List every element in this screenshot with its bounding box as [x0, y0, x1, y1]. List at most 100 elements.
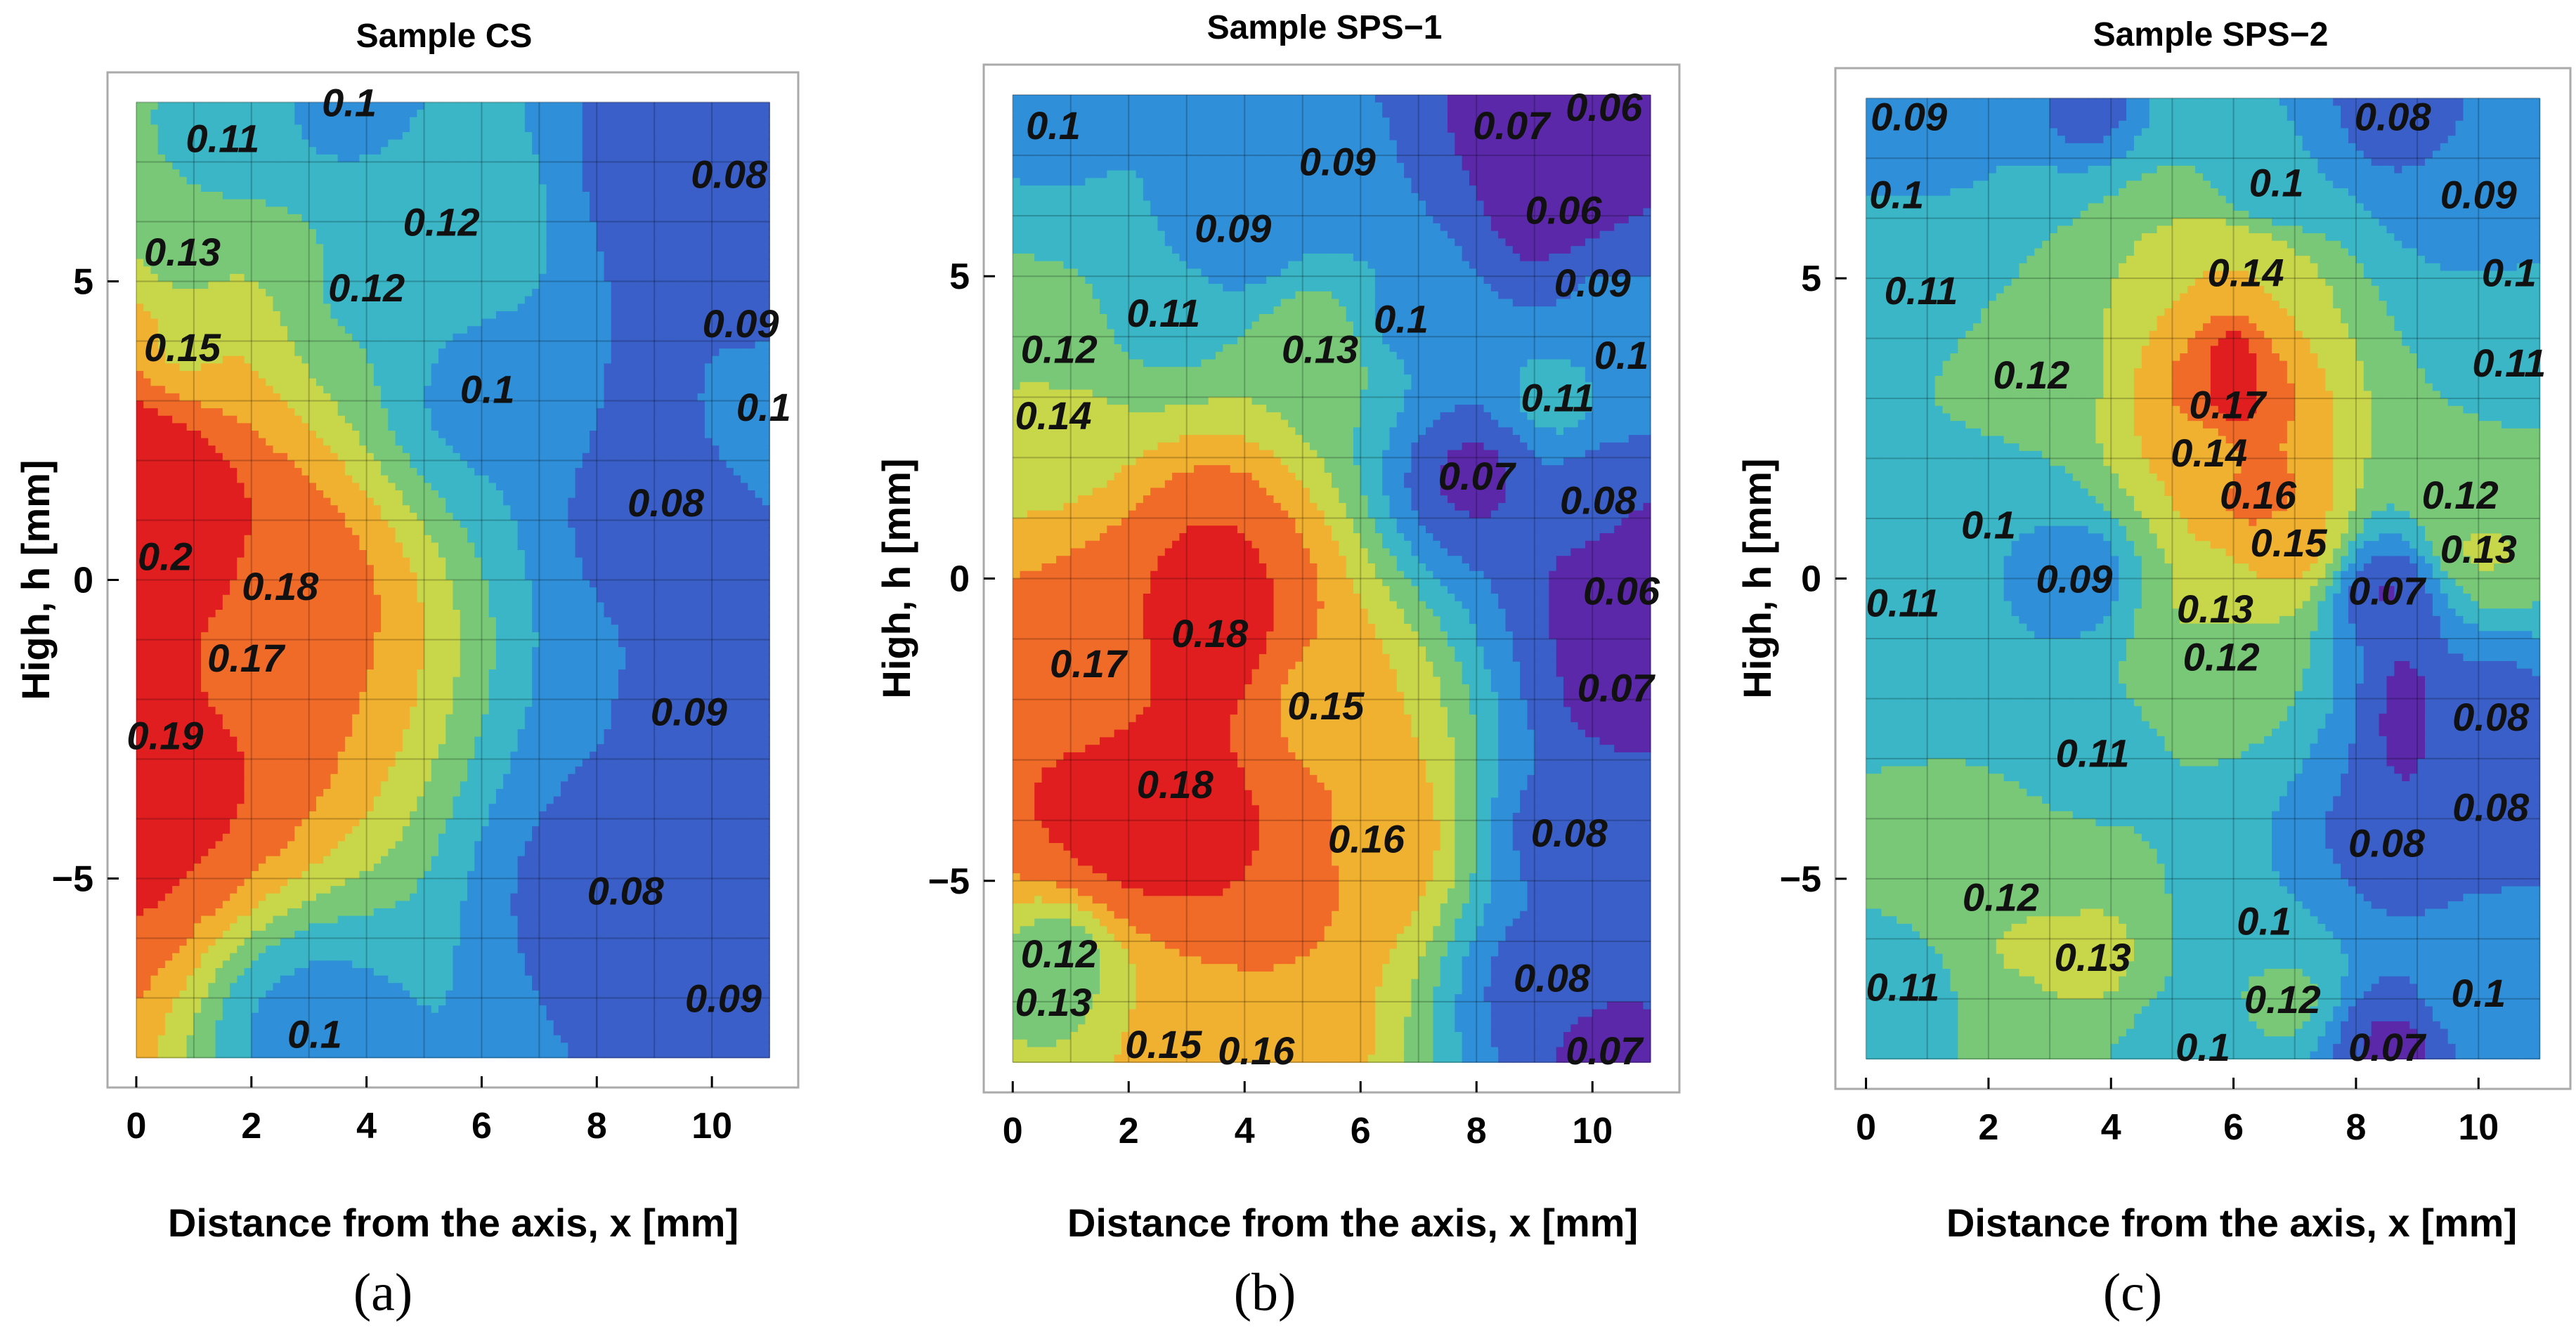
- contour-cell: [136, 804, 144, 812]
- contour-cell: [344, 147, 353, 155]
- contour-cell: [201, 408, 209, 417]
- contour-cell: [193, 445, 202, 454]
- contour-cell: [280, 572, 288, 581]
- contour-cell: [273, 162, 281, 170]
- contour-cell: [157, 960, 166, 969]
- contour-cell: [273, 1043, 281, 1051]
- contour-cell: [237, 901, 245, 909]
- contour-cell: [352, 654, 360, 663]
- contour-cell: [337, 826, 346, 835]
- contour-cell: [259, 863, 266, 872]
- contour-cell: [287, 901, 295, 909]
- contour-cell: [273, 117, 281, 126]
- contour-cell: [136, 863, 144, 872]
- contour-cell: [222, 557, 230, 566]
- contour-cell: [344, 162, 353, 170]
- contour-cell: [150, 572, 159, 581]
- contour-cell: [266, 721, 274, 730]
- contour-cell: [395, 826, 403, 835]
- contour-cell: [280, 445, 288, 454]
- contour-cell: [157, 811, 166, 820]
- contour-cell: [308, 386, 317, 394]
- contour-cell: [186, 908, 195, 917]
- contour-cell: [201, 878, 209, 887]
- contour-cell: [366, 431, 375, 439]
- contour-cell: [330, 1005, 339, 1014]
- contour-cell: [337, 528, 346, 536]
- contour-cell: [251, 856, 259, 864]
- contour-cell: [230, 639, 238, 648]
- contour-cell: [193, 184, 202, 192]
- contour-cell: [157, 550, 166, 559]
- contour-cell: [388, 632, 396, 641]
- contour-cell: [366, 490, 375, 499]
- contour-cell: [294, 176, 303, 185]
- contour-cell: [222, 468, 230, 476]
- contour-cell: [316, 587, 324, 596]
- contour-cell: [136, 176, 144, 185]
- contour-cell: [244, 311, 252, 320]
- contour-cell: [251, 132, 259, 141]
- contour-cell: [164, 602, 173, 610]
- contour-cell: [193, 751, 202, 760]
- contour-cell: [186, 169, 195, 178]
- contour-cell: [273, 908, 281, 917]
- contour-cell: [381, 878, 389, 887]
- contour-cell: [388, 572, 396, 581]
- contour-cell: [330, 744, 339, 752]
- contour-cell: [316, 154, 324, 163]
- contour-cell: [381, 341, 389, 349]
- contour-cell: [172, 169, 181, 178]
- contour-cell: [301, 856, 310, 864]
- contour-cell: [150, 938, 159, 946]
- contour-cell: [150, 759, 159, 767]
- contour-cell: [193, 415, 202, 424]
- contour-cell: [280, 818, 288, 827]
- contour-cell: [237, 707, 245, 715]
- contour-cell: [230, 960, 238, 969]
- contour-cell: [244, 818, 252, 827]
- contour-cell: [164, 110, 173, 118]
- contour-cell: [136, 915, 144, 924]
- contour-cell: [208, 378, 216, 386]
- contour-cell: [266, 572, 274, 581]
- contour-cell: [395, 348, 403, 357]
- contour-cell: [244, 318, 252, 327]
- contour-cell: [301, 953, 310, 962]
- contour-cell: [301, 550, 310, 559]
- contour-cell: [301, 610, 310, 618]
- contour-cell: [323, 684, 332, 693]
- contour-cell: [201, 393, 209, 402]
- contour-cell: [373, 841, 382, 849]
- contour-cell: [208, 139, 216, 148]
- contour-cell: [222, 789, 230, 797]
- contour-cell: [244, 1050, 252, 1059]
- contour-cell: [164, 796, 173, 804]
- contour-cell: [164, 393, 173, 402]
- contour-cell: [222, 207, 230, 215]
- contour-cell: [381, 915, 389, 924]
- contour-cell: [237, 468, 245, 476]
- contour-cell: [164, 960, 173, 969]
- contour-cell: [251, 333, 259, 342]
- contour-cell: [395, 355, 403, 365]
- contour-cell: [186, 289, 195, 297]
- contour-cell: [402, 169, 410, 178]
- contour-cell: [308, 281, 317, 289]
- contour-cell: [388, 565, 396, 573]
- contour-cell: [193, 849, 202, 857]
- contour-cell: [395, 804, 403, 812]
- contour-cell: [366, 259, 375, 267]
- contour-cell: [172, 468, 181, 476]
- contour-cell: [157, 110, 166, 118]
- contour-cell: [280, 169, 288, 178]
- contour-cell: [388, 1050, 396, 1059]
- contour-cell: [388, 460, 396, 469]
- contour-cell: [381, 221, 389, 230]
- contour-cell: [143, 923, 152, 932]
- contour-cell: [402, 408, 410, 417]
- contour-cell: [201, 677, 209, 685]
- contour-cell: [251, 789, 259, 797]
- contour-cell: [208, 326, 216, 334]
- contour-cell: [215, 870, 223, 880]
